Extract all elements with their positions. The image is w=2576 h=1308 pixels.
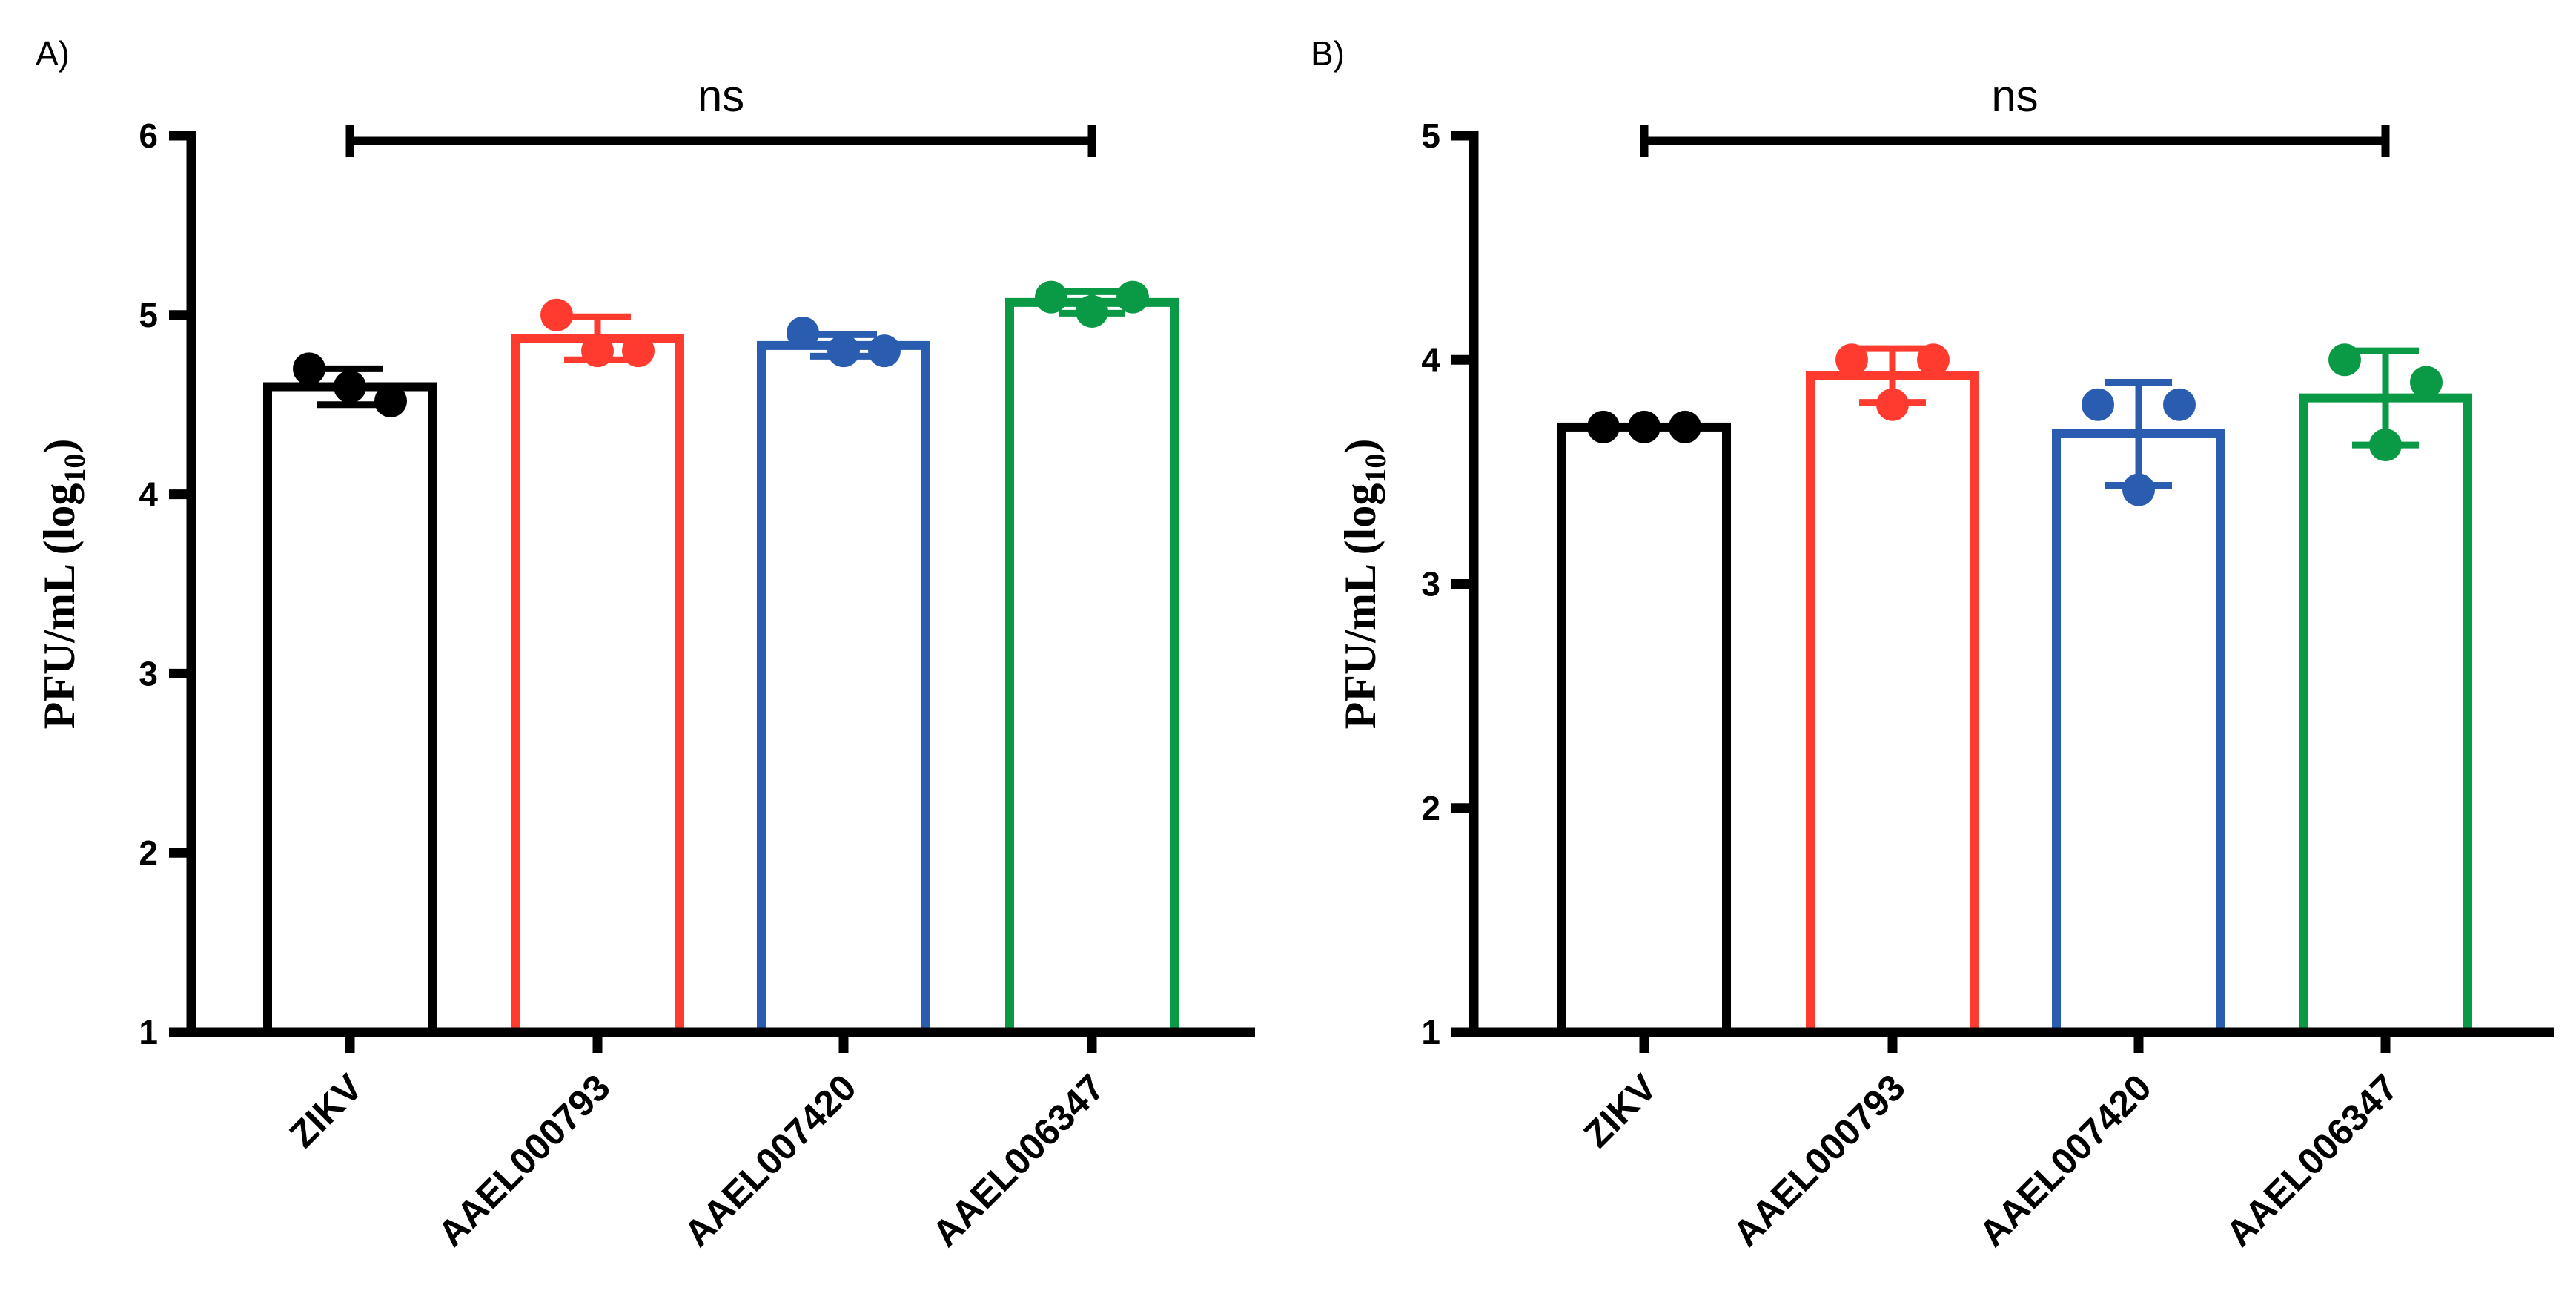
data-point [1876,388,1909,421]
data-point [2410,366,2443,399]
data-point [2122,473,2155,506]
data-point [2328,343,2361,377]
y-tick-label: 1 [1421,1013,1440,1051]
data-point [1835,343,1868,377]
y-tick-label: 2 [139,833,158,872]
bar-aael000793 [511,334,684,1037]
x-tick-label: AAEL007420 [1971,1066,2159,1255]
data-point [2369,429,2402,462]
x-tick-label: AAEL006347 [2218,1066,2406,1255]
panel-label: B) [1311,34,1345,73]
x-tick-label: AAEL000793 [430,1066,618,1255]
y-axis-title-main: PFU/mL (log [35,483,84,730]
data-point [2082,388,2114,421]
data-point [374,384,407,417]
y-axis-title: PFU/mL (log10) [35,439,91,730]
significance-label: ns [1991,71,2038,121]
data-point [2163,388,2196,421]
data-point [622,334,655,368]
data-point [827,334,860,368]
x-tick-label: AAEL007420 [676,1066,864,1255]
bar-zikv [263,382,437,1037]
bar-aael006347 [1005,297,1179,1037]
data-point [1628,410,1661,443]
data-point [787,316,819,349]
panel-label: A) [36,34,70,73]
bar-aael007420 [757,340,930,1037]
y-tick-label: 3 [1421,565,1440,604]
data-point [540,298,573,331]
data-point [293,352,325,386]
bar-zikv [1557,422,1731,1037]
y-axis-title-close: ) [1336,439,1385,454]
data-point [1035,280,1067,314]
data-point [1587,410,1620,443]
y-axis-title-subscript: 10 [1359,454,1392,483]
y-axis-title-close: ) [35,439,84,454]
y-axis-title-subscript: 10 [58,454,91,483]
data-point [581,334,614,368]
data-point [1917,343,1950,377]
x-tick-label: ZIKV [1576,1066,1666,1156]
data-point [334,370,366,403]
y-tick-label: 4 [1421,340,1440,379]
panel-b: B) ZIKV AAEL000793 AAEL007420 AAEL006347 1 2 3 4… [1311,34,2554,1255]
y-tick-label: 5 [139,296,158,334]
bar-aael000793 [1806,371,1979,1037]
data-point [1116,280,1149,314]
x-tick-label: AAEL006347 [924,1066,1113,1255]
data-point [1669,410,1701,443]
y-tick-label: 5 [1421,116,1440,155]
bar-aael007420 [2052,429,2225,1037]
significance-label: ns [698,71,744,121]
x-tick-label: AAEL000793 [1725,1066,1913,1255]
y-tick-label: 4 [139,475,158,514]
data-point [1076,294,1108,328]
y-axis-title-main: PFU/mL (log [1336,483,1385,730]
y-tick-label: 3 [139,654,158,693]
y-tick-label: 1 [139,1013,158,1051]
y-axis-title: PFU/mL (log10) [1336,439,1392,730]
data-point [868,334,901,368]
panel-a: A) ZIKV AAEL000793 AAEL007420 AAEL006347 1 2 3 4… [35,34,1255,1255]
x-tick-label: ZIKV [282,1066,371,1156]
y-tick-label: 6 [139,116,158,155]
bar-aael006347 [2299,393,2472,1037]
y-tick-label: 2 [1421,789,1440,828]
